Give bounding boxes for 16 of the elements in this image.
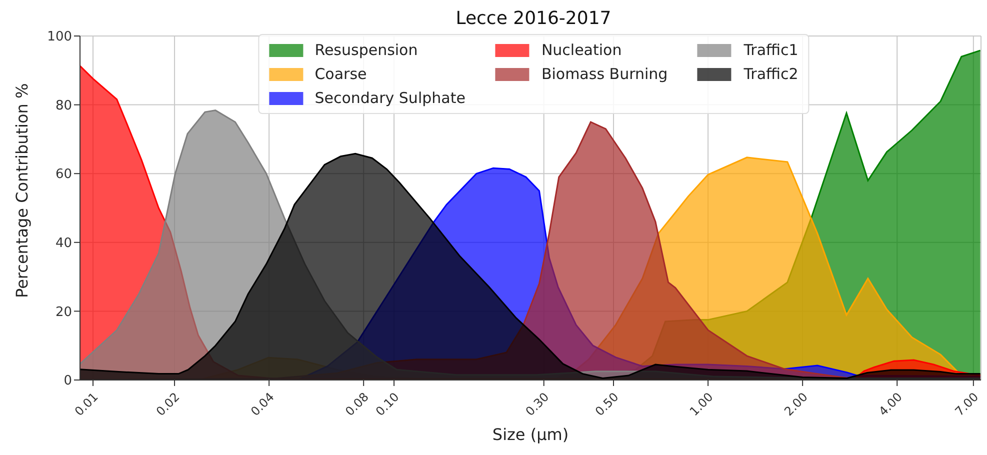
legend-label: Resuspension <box>314 41 418 59</box>
y-tick-label: 80 <box>55 98 72 114</box>
y-tick-label: 0 <box>64 374 72 389</box>
legend-label: Nucleation <box>541 41 622 59</box>
y-tick-label: 60 <box>55 167 72 182</box>
chart-title: Lecce 2016-2017 <box>454 8 612 30</box>
legend-label: Traffic1 <box>744 41 798 59</box>
y-tick-label: 40 <box>55 236 72 252</box>
legend-label: Traffic2 <box>744 65 798 83</box>
x-axis-title: Size (µm) <box>492 425 569 444</box>
y-tick-label: 100 <box>47 30 72 45</box>
y-axis-title: Percentage Contribution % <box>12 83 32 298</box>
legend-label: Biomass Burning <box>541 65 668 83</box>
y-tick-label: 20 <box>55 304 72 320</box>
legend-label: Coarse <box>314 65 367 83</box>
legend-label: Secondary Sulphate <box>314 89 466 107</box>
